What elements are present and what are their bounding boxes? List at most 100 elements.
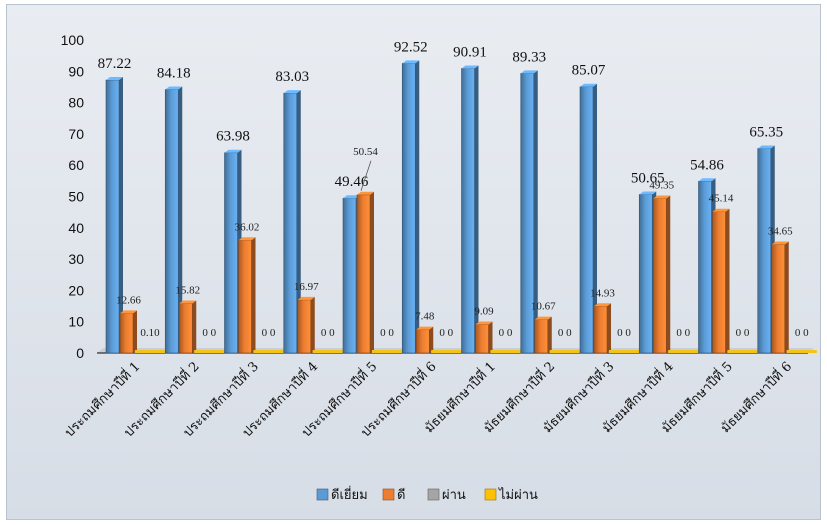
bar-zero-strip: [312, 350, 343, 353]
bar-s2-good: [475, 324, 489, 354]
data-label-good: 15.82: [175, 284, 200, 296]
bar-s1-excellent-top: [402, 60, 420, 64]
legend-label: ผ่าน: [442, 488, 466, 503]
y-tick-label: 30: [68, 251, 84, 267]
bar-s2-good-side: [666, 195, 671, 353]
data-label-excellent: 50.65: [631, 170, 665, 186]
bar-s1-excellent-top: [580, 83, 597, 87]
bar-s2-good-top: [475, 321, 493, 325]
bar-s2-good-side: [547, 316, 552, 353]
bar-s1-excellent-top: [106, 77, 123, 81]
y-tick-label: 100: [61, 32, 85, 48]
bar-s1-excellent-side: [474, 65, 479, 354]
bar-zero-strip: [490, 350, 521, 353]
bar-zero-strip: [727, 350, 758, 353]
data-label-excellent: 90.91: [453, 44, 487, 60]
y-tick-label: 90: [68, 63, 84, 79]
bar-s2-good: [356, 194, 371, 354]
data-label-excellent: 92.52: [394, 39, 428, 55]
bar-s1-excellent: [342, 197, 357, 354]
bar-zero-strip: [668, 350, 699, 353]
bar-s2-good-side: [488, 321, 493, 353]
bar-s1-excellent: [224, 152, 238, 354]
y-tick-label: 0: [76, 345, 84, 361]
data-label-excellent: 87.22: [98, 56, 132, 72]
bar-s2-good-side: [784, 241, 789, 353]
data-label-good: 50.54: [353, 146, 378, 158]
bar-s2-good: [652, 198, 667, 354]
data-label-zero: 0 0: [736, 327, 750, 339]
bar-s2-good-side: [607, 303, 611, 353]
bar-s2-good-side: [725, 208, 730, 353]
data-label-zero: 0 0: [439, 327, 453, 339]
bar-s1-excellent: [579, 86, 594, 354]
data-label-zero: 0 0: [321, 327, 335, 339]
bar-s2-good: [534, 319, 549, 354]
bar-s2-good: [297, 299, 312, 354]
bar-zero-strip: [194, 350, 225, 353]
bar-zero-strip: [135, 350, 165, 353]
bar-s1-excellent: [461, 68, 475, 354]
bar-s2-good-top: [179, 300, 197, 304]
data-label-good: 49.35: [649, 180, 674, 192]
legend-swatch: [382, 488, 395, 501]
data-label-excellent: 63.98: [216, 129, 250, 145]
bar-s1-excellent-top: [520, 70, 538, 74]
bar-s2-good-top: [771, 241, 789, 245]
bar-s1-excellent-top: [461, 65, 479, 69]
data-label-good: 12.66: [116, 294, 141, 306]
bar-s1-excellent: [698, 180, 712, 354]
bar-s2-good-top: [653, 195, 671, 199]
bar-s2-good-top: [120, 310, 137, 314]
bar-s1-excellent: [757, 148, 772, 354]
bar-s1-excellent-top: [757, 145, 775, 149]
bar-s2-good-side: [251, 237, 256, 353]
data-label-excellent: 83.03: [275, 69, 309, 85]
data-label-excellent: 85.07: [572, 63, 606, 79]
legend-swatch: [484, 488, 497, 501]
data-label-excellent: 65.35: [749, 124, 783, 140]
bar-s1-excellent-side: [533, 70, 538, 354]
data-label-good: 7.48: [415, 311, 435, 323]
data-label-zero: 0.10: [140, 327, 160, 339]
bar-zero-strip: [786, 350, 817, 353]
bar-s2-good-side: [429, 326, 434, 353]
data-label-good: 9.09: [474, 306, 494, 318]
bar-s2-good-top: [297, 296, 315, 300]
data-label-zero: 0 0: [202, 327, 216, 339]
legend-swatch: [427, 488, 440, 501]
bar-s2-good: [712, 211, 726, 354]
bar-s2-good: [178, 303, 193, 354]
data-label-good: 36.02: [235, 221, 260, 233]
y-tick-label: 10: [68, 314, 84, 330]
bar-zero-strip: [253, 350, 284, 353]
bar-s2-good: [238, 239, 252, 354]
bar-zero-strip: [549, 350, 580, 353]
y-tick-label: 40: [68, 220, 84, 236]
bar-s1-excellent: [283, 92, 298, 354]
bar-s2-good-side: [370, 191, 374, 353]
bar-s2-good-top: [534, 316, 552, 320]
data-label-good: 14.93: [590, 287, 615, 299]
data-label-zero: 0 0: [676, 327, 690, 339]
bar-s2-good-top: [416, 326, 434, 330]
leader-line: [360, 160, 372, 191]
bar-s2-good-side: [310, 296, 315, 353]
bar-s1-excellent-side: [415, 60, 420, 353]
data-label-good: 45.14: [709, 193, 734, 205]
bar-s1-excellent-top: [224, 149, 242, 153]
y-tick-label: 20: [68, 282, 84, 298]
data-label-zero: 0 0: [558, 327, 572, 339]
y-tick-label: 80: [68, 95, 84, 111]
legend-label: ไม่ผ่าน: [498, 487, 538, 503]
data-label-excellent: 84.18: [157, 66, 191, 82]
bar-s2-good-top: [712, 208, 730, 212]
bar-s1-excellent: [401, 63, 416, 354]
bar-s2-good-top: [357, 191, 374, 195]
data-label-good: 16.97: [294, 281, 319, 293]
bar-s2-good-side: [192, 300, 197, 353]
bar-s1-excellent: [164, 89, 179, 354]
bar-s1-excellent-top: [165, 86, 183, 90]
bar-s2-good: [593, 305, 608, 354]
